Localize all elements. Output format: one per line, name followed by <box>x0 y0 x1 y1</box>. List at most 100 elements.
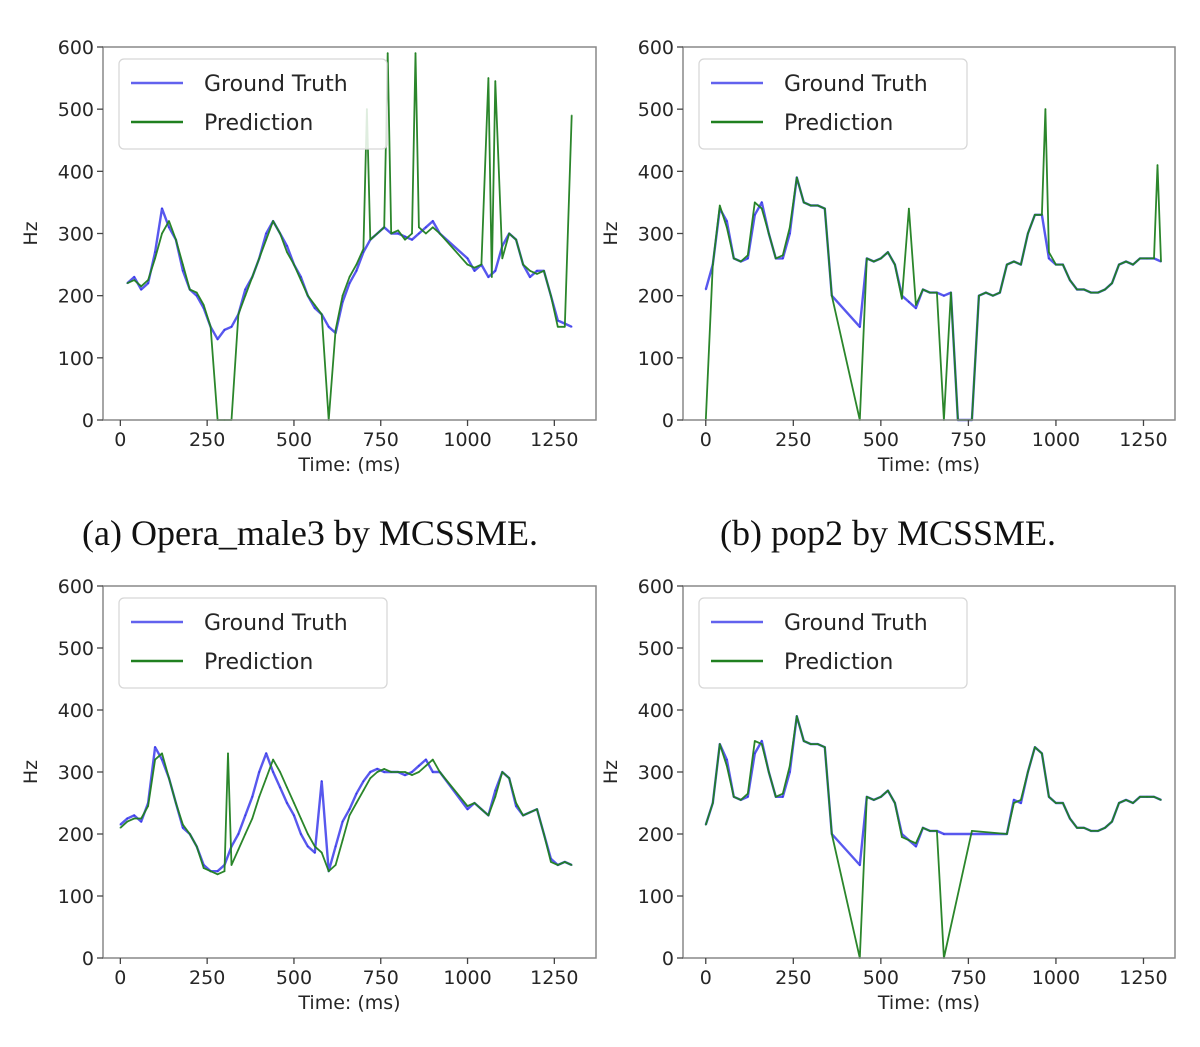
data-point-prediction <box>237 848 240 851</box>
data-point-prediction <box>355 263 358 266</box>
x-tick-label: 1250 <box>530 429 578 451</box>
data-point-prediction <box>341 294 344 297</box>
data-point-ground-truth <box>383 771 386 773</box>
data-point-prediction <box>1160 799 1162 801</box>
data-point-ground-truth <box>348 808 351 811</box>
data-point-prediction <box>181 823 184 826</box>
data-point-ground-truth <box>299 833 302 835</box>
data-point-ground-truth <box>376 768 379 770</box>
data-point-prediction <box>515 238 518 241</box>
data-point-ground-truth <box>424 758 427 761</box>
data-point-ground-truth <box>725 220 728 222</box>
data-point-prediction <box>788 764 791 767</box>
data-point-prediction <box>1132 802 1134 804</box>
data-point-prediction <box>1153 257 1155 260</box>
data-point-prediction <box>739 260 742 263</box>
series-line-prediction <box>704 715 1162 959</box>
data-point-ground-truth <box>258 771 261 773</box>
data-point-prediction <box>147 805 150 807</box>
y-tick-label: 300 <box>58 762 94 784</box>
data-point-prediction <box>1097 830 1099 832</box>
data-point-prediction <box>1118 802 1120 804</box>
x-tick-label: 1000 <box>1032 967 1080 989</box>
data-point-prediction <box>1055 802 1057 804</box>
data-point-prediction <box>383 768 386 770</box>
data-point-prediction <box>830 294 833 297</box>
data-point-ground-truth <box>168 226 170 229</box>
data-point-prediction <box>313 845 316 848</box>
legend: Ground Truth Prediction <box>698 58 968 150</box>
data-point-prediction <box>1027 771 1029 773</box>
data-point-prediction <box>480 808 483 811</box>
data-point-prediction <box>795 176 798 179</box>
data-point-prediction <box>970 830 973 832</box>
data-point-prediction <box>418 771 420 773</box>
data-point-ground-truth <box>306 845 309 848</box>
data-point-ground-truth <box>154 746 156 749</box>
data-point-prediction <box>556 864 559 866</box>
y-axis-label: Hz <box>600 760 622 784</box>
series-line-ground-truth <box>119 746 573 873</box>
data-point-prediction <box>935 291 938 294</box>
data-point-prediction <box>816 743 819 745</box>
y-tick-label: 200 <box>58 286 94 308</box>
data-point-ground-truth <box>147 282 150 285</box>
caption-a: (a) Opera_male3 by MCSSME. <box>82 513 538 553</box>
data-point-ground-truth <box>348 282 351 285</box>
data-point-prediction <box>900 297 903 300</box>
x-tick-label: 250 <box>189 967 225 989</box>
x-tick-label: 1250 <box>1119 429 1167 451</box>
data-point-prediction <box>1013 260 1015 263</box>
data-point-ground-truth <box>494 269 497 272</box>
data-point-prediction <box>556 325 559 328</box>
data-point-prediction <box>718 204 721 207</box>
data-point-prediction <box>1062 263 1064 266</box>
x-tick-label: 0 <box>114 429 126 451</box>
data-point-prediction <box>774 257 777 260</box>
data-point-prediction <box>725 764 728 767</box>
y-tick-label: 200 <box>638 824 674 846</box>
legend-box <box>698 597 968 689</box>
data-point-prediction <box>202 304 205 306</box>
series-line-ground-truth <box>704 176 1162 422</box>
data-point-prediction <box>1156 164 1159 167</box>
data-point-prediction <box>195 845 198 848</box>
data-point-ground-truth <box>265 752 268 755</box>
data-point-prediction <box>161 232 163 235</box>
data-point-ground-truth <box>154 251 156 254</box>
data-point-ground-truth <box>279 786 281 789</box>
chart-panel-4: 0 100 200 300 400 500 600 0 250 500 750 1000 1250 Tim… <box>600 576 1176 1014</box>
data-point-ground-truth <box>431 771 434 773</box>
y-tick-label: 600 <box>58 576 94 598</box>
x-axis-label: Time: (ms) <box>297 992 400 1014</box>
data-point-prediction <box>949 291 952 294</box>
data-point-prediction <box>480 263 483 266</box>
data-point-prediction <box>823 207 826 210</box>
data-point-prediction <box>865 257 868 260</box>
data-point-prediction <box>411 232 413 235</box>
x-tick-label: 500 <box>276 429 312 451</box>
y-tick-label: 300 <box>58 224 94 246</box>
series-line-ground-truth <box>126 207 573 341</box>
data-point-ground-truth <box>223 328 226 331</box>
y-axis-label: Hz <box>20 760 42 784</box>
data-point-prediction <box>188 288 191 291</box>
legend: Ground Truth Prediction <box>698 597 968 689</box>
data-point-prediction <box>1118 263 1120 266</box>
data-point-prediction <box>872 260 875 263</box>
data-point-prediction <box>161 752 163 755</box>
y-tick-label: 200 <box>638 286 674 308</box>
x-tick-label: 250 <box>775 967 811 989</box>
data-point-prediction <box>431 226 434 229</box>
data-point-prediction <box>133 817 136 820</box>
data-point-ground-truth <box>536 269 538 272</box>
x-tick-label: 1000 <box>443 967 491 989</box>
data-point-ground-truth <box>942 833 945 835</box>
data-point-prediction <box>1041 213 1043 216</box>
data-point-prediction <box>168 777 170 780</box>
legend-label-prediction: Prediction <box>204 111 313 136</box>
data-point-prediction <box>1139 795 1141 798</box>
data-point-prediction <box>1146 795 1148 798</box>
data-point-prediction <box>921 288 924 291</box>
data-point-prediction <box>369 238 372 241</box>
